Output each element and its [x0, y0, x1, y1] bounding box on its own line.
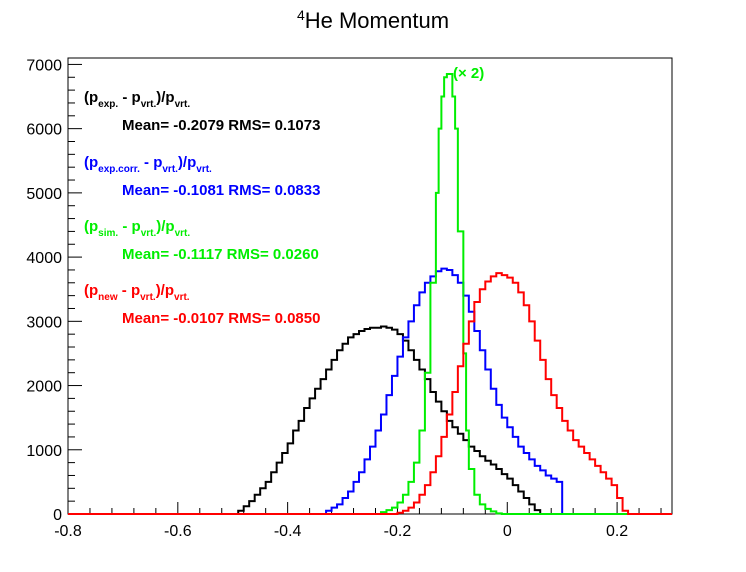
legend-label-0: (pexp. - pvrt.)/pvrt.	[84, 89, 190, 110]
legend-label-part: (p	[84, 154, 98, 171]
legend-subscript: exp.corr.	[98, 164, 140, 175]
series-line-2	[68, 73, 672, 515]
legend-label-2: (psim. - pvrt.)/pvrt.	[84, 218, 190, 239]
x-tick-label: -0.6	[164, 523, 192, 540]
y-tick-label: 1000	[26, 443, 62, 460]
legend-label-part: )/p	[156, 282, 174, 299]
series-annotation: (× 2)	[453, 65, 484, 82]
y-tick-label: 6000	[26, 122, 62, 139]
y-tick-label: 3000	[26, 314, 62, 331]
x-tick-label: -0.4	[274, 523, 302, 540]
y-tick-label: 0	[53, 507, 62, 524]
y-tick-label: 4000	[26, 250, 62, 267]
legend-label-part: - p	[140, 154, 163, 171]
legend-subscript: vrt.	[196, 164, 212, 175]
series-line-1	[68, 267, 672, 515]
legend-subscript: vrt.	[141, 228, 157, 239]
legend-subscript: vrt.	[162, 164, 178, 175]
legend-label-part: (p	[84, 282, 98, 299]
legend-subscript: new	[98, 292, 118, 303]
x-tick-label: 0	[503, 523, 512, 540]
legend-label-3: (pnew - pvrt.)/pvrt.	[84, 282, 190, 303]
legend-subscript: exp.	[98, 99, 118, 110]
legend-label-part: - p	[118, 282, 141, 299]
legend-stats-1: Mean= -0.1081 RMS= 0.0833	[122, 182, 320, 199]
legend-stats-2: Mean= -0.1117 RMS= 0.0260	[122, 246, 319, 263]
series-layer: (× 2)	[68, 65, 672, 515]
legend-stats-0: Mean= -0.2079 RMS= 0.1073	[122, 117, 320, 134]
legend-subscript: vrt.	[175, 99, 191, 110]
legend-subscript: vrt.	[141, 99, 157, 110]
y-tick-label: 5000	[26, 186, 62, 203]
legend-label-part: )/p	[178, 154, 196, 171]
legend-label-part: - p	[118, 89, 141, 106]
legend-label-1: (pexp.corr. - pvrt.)/pvrt.	[84, 154, 212, 175]
series-line-0	[68, 325, 672, 515]
legend-label-part: (p	[84, 218, 98, 235]
x-tick-label: -0.8	[54, 523, 82, 540]
chart-title: 4He Momentum	[297, 7, 449, 33]
title-superscript: 4	[297, 7, 305, 23]
x-tick-label: 0.2	[606, 523, 628, 540]
series-line-3	[68, 272, 672, 515]
legend-subscript: sim.	[98, 228, 118, 239]
x-tick-label: -0.2	[384, 523, 412, 540]
legend-subscript: vrt.	[174, 292, 190, 303]
legend-label-part: (p	[84, 89, 98, 106]
legend-label-part: )/p	[156, 218, 174, 235]
legend-subscript: vrt.	[140, 292, 156, 303]
legend: (pexp. - pvrt.)/pvrt.Mean= -0.2079 RMS= …	[84, 89, 320, 327]
title-main: He Momentum	[305, 8, 449, 33]
y-tick-label: 7000	[26, 57, 62, 74]
legend-stats-3: Mean= -0.0107 RMS= 0.0850	[122, 310, 320, 327]
legend-label-part: )/p	[156, 89, 174, 106]
legend-label-part: - p	[118, 218, 141, 235]
legend-subscript: vrt.	[175, 228, 191, 239]
y-tick-label: 2000	[26, 379, 62, 396]
